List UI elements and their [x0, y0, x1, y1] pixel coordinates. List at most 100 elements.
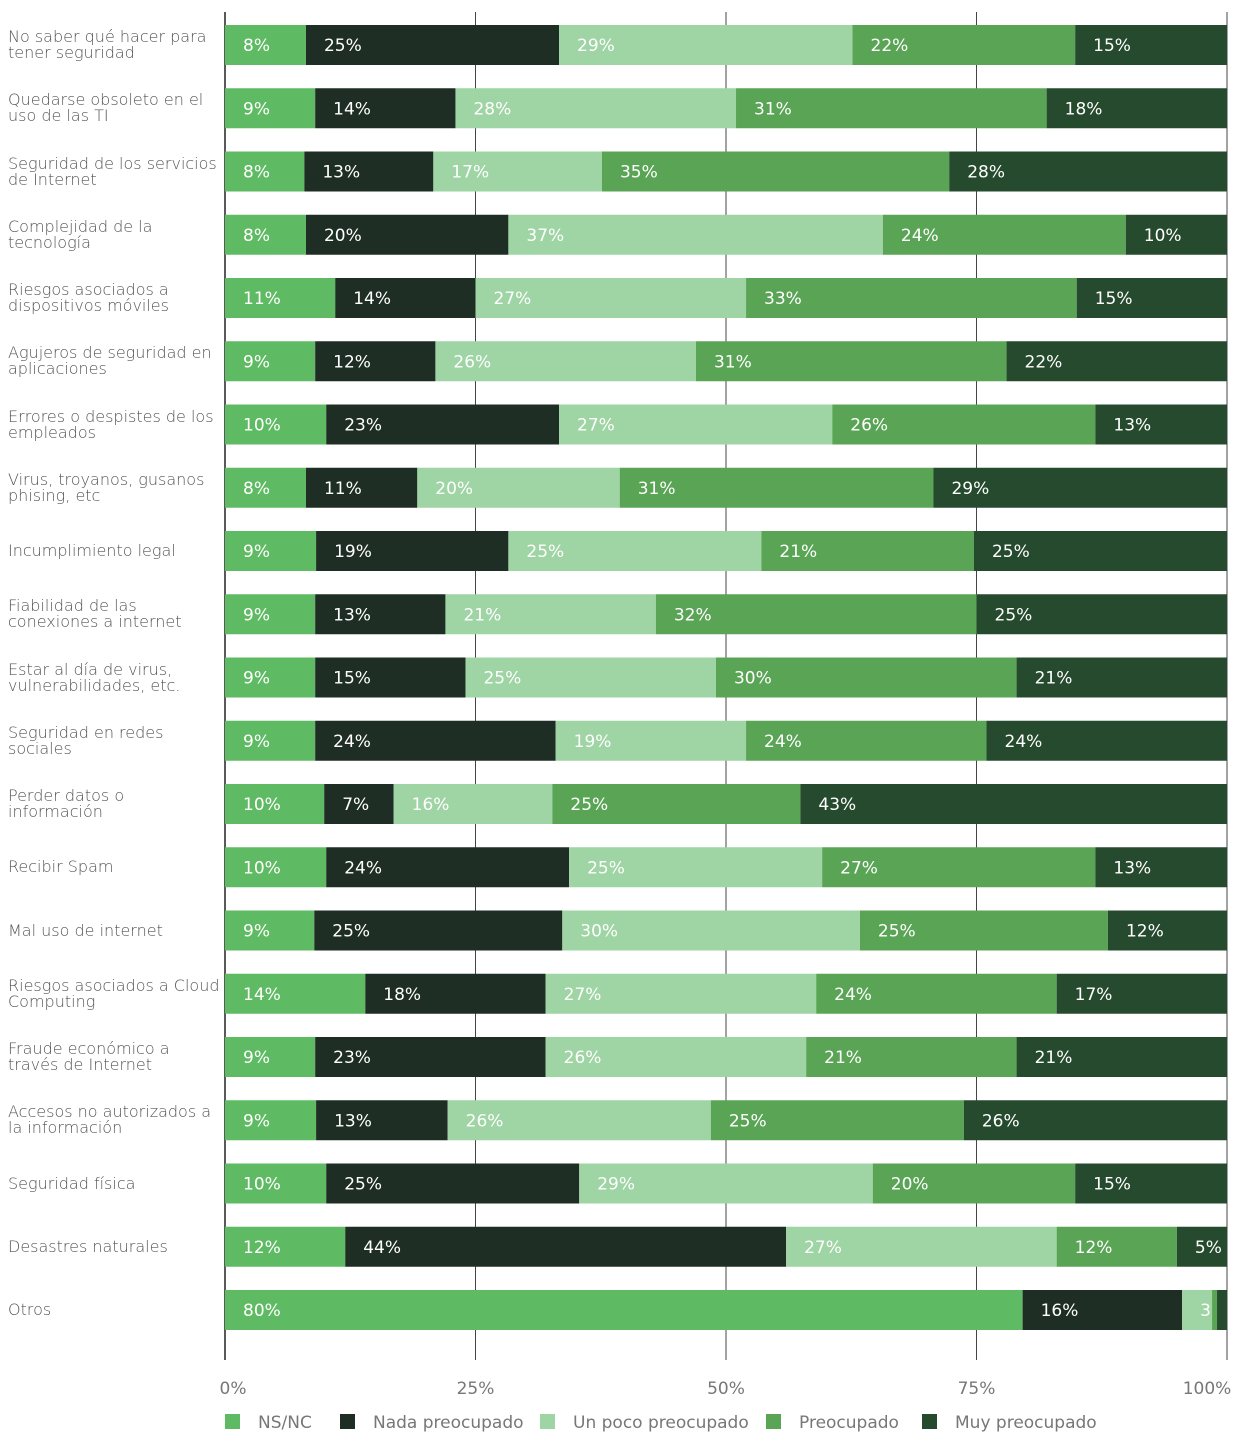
- category-label: Estar al día de virus, vulnerabilidades,…: [8, 659, 181, 695]
- bar-segment: [324, 784, 394, 824]
- data-label: 9%: [243, 542, 270, 562]
- data-label: 10%: [243, 858, 281, 878]
- bar-segment: [345, 1226, 787, 1267]
- data-label: 7%: [342, 795, 369, 815]
- bar-segment: [225, 657, 316, 698]
- x-tick-label: 50%: [707, 1379, 745, 1399]
- data-label: 21%: [1035, 669, 1073, 689]
- data-label: 9%: [243, 922, 270, 942]
- data-label: 10%: [243, 795, 281, 815]
- legend-swatch: [340, 1414, 355, 1429]
- bar-segment: [1076, 278, 1227, 318]
- data-label: 19%: [574, 732, 612, 752]
- data-label: 22%: [871, 36, 909, 56]
- data-label: 27%: [564, 985, 602, 1005]
- category-label: Mal uso de internet: [8, 920, 163, 940]
- bar-segment: [545, 973, 817, 1014]
- data-label: 21%: [779, 542, 817, 562]
- data-label: 27%: [494, 289, 532, 309]
- bar-segment: [433, 151, 602, 192]
- bar-segment: [1107, 910, 1227, 951]
- data-label: 14%: [333, 99, 371, 119]
- data-label: 10%: [1144, 226, 1182, 246]
- category-label: Incumplimiento legal: [8, 541, 176, 560]
- bar-segment: [1176, 1226, 1227, 1267]
- data-label: 9%: [243, 669, 270, 689]
- category-label: Seguridad en redes sociales: [8, 722, 164, 758]
- bar-segment: [555, 720, 747, 761]
- data-label: 9%: [243, 605, 270, 625]
- data-label: 13%: [333, 605, 371, 625]
- bar-segment: [315, 88, 456, 129]
- legend-swatch: [540, 1414, 555, 1429]
- bar-segment: [710, 1100, 964, 1141]
- data-label: 8%: [243, 479, 270, 499]
- data-label: 12%: [1126, 922, 1164, 942]
- bar-segment: [816, 973, 1057, 1014]
- data-label: 25%: [570, 795, 608, 815]
- bar-segment: [326, 1163, 580, 1204]
- bar-segment: [806, 1037, 1017, 1077]
- data-label: 32%: [674, 605, 712, 625]
- data-label: 12%: [243, 1238, 281, 1258]
- bar-segment: [315, 1037, 546, 1077]
- data-label: 16%: [412, 795, 450, 815]
- category-label: Agujeros de seguridad en aplicaciones: [8, 343, 212, 379]
- data-label: 9%: [243, 1111, 270, 1131]
- data-label: 26%: [453, 352, 491, 372]
- bar-segment: [315, 594, 446, 635]
- data-label: 9%: [243, 99, 270, 119]
- category-label: Seguridad de los servicios de Internet: [8, 153, 217, 189]
- data-label: 29%: [597, 1175, 635, 1195]
- bar-segment: [1056, 973, 1227, 1014]
- bar-segment: [508, 531, 762, 571]
- data-label: 25%: [729, 1111, 767, 1131]
- data-label: 26%: [564, 1048, 602, 1068]
- data-label: 8%: [243, 163, 270, 183]
- category-label: Virus, troyanos, gusanos phising, etc: [8, 469, 205, 505]
- data-label: 24%: [901, 226, 939, 246]
- bar-segment: [225, 1226, 346, 1267]
- bar-segment: [225, 910, 315, 951]
- category-label: Desastres naturales: [8, 1236, 168, 1256]
- bar-segment: [1046, 88, 1227, 129]
- data-label: 33%: [764, 289, 802, 309]
- bar-segment: [225, 531, 317, 571]
- data-label: 25%: [878, 922, 916, 942]
- data-label: 37%: [526, 226, 564, 246]
- bar-segment: [822, 847, 1096, 888]
- bar-segment: [465, 657, 716, 698]
- data-label: 21%: [824, 1048, 862, 1068]
- data-label: 24%: [333, 732, 371, 752]
- bar-segment: [447, 1100, 711, 1141]
- bar-segment: [305, 214, 509, 255]
- legend-label: NS/NC: [258, 1413, 312, 1432]
- bar-segment: [316, 531, 509, 571]
- bar-segment: [559, 25, 853, 65]
- bar-segment: [393, 784, 553, 824]
- data-label: 80%: [243, 1301, 281, 1321]
- x-tick-label: 25%: [457, 1379, 495, 1399]
- bar-segment: [786, 1226, 1057, 1267]
- data-label: 13%: [334, 1111, 372, 1131]
- bar-segment: [746, 720, 987, 761]
- bar-segment: [315, 720, 556, 761]
- bar-segment: [736, 88, 1047, 129]
- legend-label: Nada preocupado: [373, 1413, 524, 1432]
- data-label: 12%: [333, 352, 371, 372]
- data-label: 16%: [1041, 1301, 1079, 1321]
- bar-segment: [225, 151, 305, 192]
- data-label: 5%: [1195, 1238, 1222, 1258]
- bar-segment: [559, 404, 833, 445]
- bar-segment: [225, 25, 306, 65]
- data-label: 43%: [818, 795, 856, 815]
- data-label: 24%: [834, 985, 872, 1005]
- data-label: 28%: [967, 163, 1005, 183]
- bar-segment: [225, 214, 306, 255]
- category-label: Complejidad de la tecnología: [8, 216, 153, 252]
- data-label: 21%: [1035, 1048, 1073, 1068]
- data-label: 10%: [243, 416, 281, 436]
- bar-segment: [1182, 1290, 1213, 1330]
- bar-segment: [619, 467, 934, 508]
